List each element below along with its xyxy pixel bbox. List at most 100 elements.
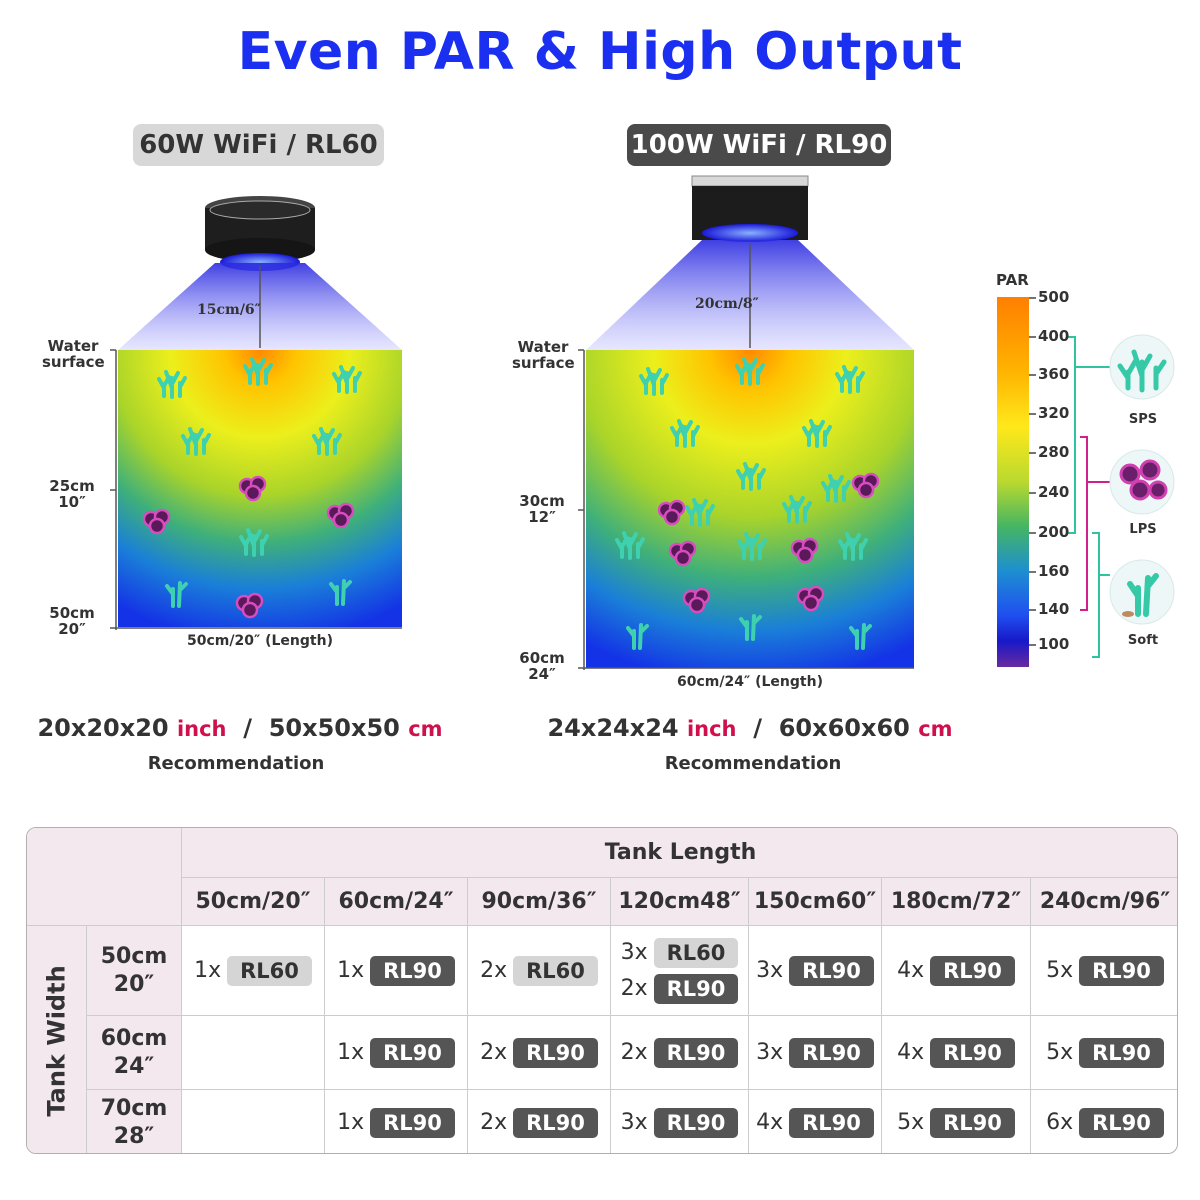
sps-coral-icon: [157, 370, 187, 399]
table-cell: 5x RL90: [1031, 1016, 1177, 1090]
diagram-layer: [110, 175, 1175, 670]
soft-coral-icon: [165, 581, 188, 608]
page-title: Even PAR & High Output: [237, 22, 963, 82]
par-tick-label: 400: [1038, 327, 1070, 345]
sps-coral-icon: [802, 419, 832, 448]
sps-coral-icon: [1109, 334, 1175, 400]
lps-coral-icon: [796, 585, 825, 612]
par-tick-label: 280: [1038, 443, 1070, 461]
light-quantity: 2x RL90: [621, 971, 739, 1007]
mount-distance-right: 20cm/8″: [695, 296, 759, 312]
model-tag: RL90: [1079, 1037, 1164, 1068]
table-cell: 2x RL90: [611, 1016, 749, 1090]
depth-mid-label-right: 30cm 12″: [519, 492, 565, 526]
length-column-header: 240cm/96″: [1031, 878, 1177, 926]
light-quantity: 1x RL60: [194, 953, 312, 989]
light-quantity: 2x RL90: [480, 1105, 598, 1141]
sps-coral-icon: [736, 462, 766, 491]
tank-size-left: 20x20x20 inch / 50x50x50 cm: [37, 714, 443, 742]
table-cell: [182, 1090, 325, 1153]
sps-coral-icon: [312, 427, 342, 456]
length-column-header: 150cm60″: [749, 878, 882, 926]
model-tag: RL90: [513, 1037, 598, 1068]
tank-length-right: 60cm/24″ (Length): [677, 674, 823, 690]
tank-size-right: 24x24x24 inch / 60x60x60 cm: [547, 714, 953, 742]
light-quantity: 3x RL90: [756, 1035, 874, 1071]
model-tag: RL90: [513, 1107, 598, 1138]
par-tick-label: 320: [1038, 404, 1070, 422]
table-cell: 2x RL60: [468, 926, 611, 1016]
length-column-header: 60cm/24″: [325, 878, 468, 926]
tank-length-header: Tank Length: [182, 828, 1177, 878]
rl60-light-icon: [205, 196, 315, 271]
light-quantity: 3x RL90: [756, 953, 874, 989]
par-tick-label: 200: [1038, 523, 1070, 541]
rl90-light-icon: [691, 175, 809, 242]
model-tag: RL90: [1079, 955, 1164, 986]
table-cell: 2x RL90: [468, 1016, 611, 1090]
recommendation-label-right: Recommendation: [664, 753, 842, 774]
lps-coral-icon: [1109, 449, 1175, 515]
lps-range-bracket: [1080, 436, 1088, 611]
soft-label: Soft: [1127, 633, 1159, 648]
model-tag: RL90: [789, 1107, 874, 1138]
sps-coral-icon: [670, 419, 700, 448]
sps-coral-icon: [735, 357, 765, 386]
sps-coral-icon: [685, 498, 715, 527]
soft-coral-icon: [626, 623, 649, 650]
tank-width-header: Tank Width: [27, 926, 87, 1153]
sps-coral-icon: [239, 528, 269, 557]
water-surface-label-left: Water surface: [42, 337, 105, 371]
sps-coral-icon: [615, 531, 645, 560]
sps-coral-icon: [737, 532, 767, 561]
par-tick-label: 360: [1038, 365, 1070, 383]
par-tick-label: 500: [1038, 288, 1070, 306]
lps-coral-icon: [682, 587, 711, 614]
soft-coral-icon: [1109, 559, 1175, 625]
model-tag: RL90: [370, 1107, 455, 1138]
soft-coral-icon: [329, 579, 352, 606]
soft-coral-icon: [849, 623, 872, 650]
table-cell: [182, 1016, 325, 1090]
par-tick-label: 160: [1038, 562, 1070, 580]
mount-distance-left: 15cm/6″: [197, 302, 261, 318]
model-tag: RL90: [1079, 1107, 1164, 1138]
table-cell: 6x RL90: [1031, 1090, 1177, 1153]
lps-coral-icon: [851, 472, 880, 499]
length-column-header: 180cm/72″: [882, 878, 1031, 926]
table-cell: 2x RL90: [468, 1090, 611, 1153]
lps-coral-icon: [668, 540, 697, 567]
light-quantity: 5x RL90: [1046, 953, 1164, 989]
width-row-header: 60cm 24″: [87, 1016, 182, 1090]
sps-coral-icon: [181, 427, 211, 456]
table-cell: 5x RL90: [1031, 926, 1177, 1016]
length-column-header: 120cm48″: [611, 878, 749, 926]
length-column-header: 90cm/36″: [468, 878, 611, 926]
table-cell: 3x RL90: [749, 1016, 882, 1090]
sps-coral-icon: [639, 367, 669, 396]
tank-length-left: 50cm/20″ (Length): [187, 633, 333, 649]
sps-coral-icon: [838, 532, 868, 561]
model-tag: RL60: [653, 937, 739, 968]
light-quantity: 2x RL90: [480, 1035, 598, 1071]
sps-range-bracket: [1068, 336, 1076, 534]
light-quantity: 4x RL90: [756, 1105, 874, 1141]
soft-coral-icon: [739, 614, 762, 641]
model-tag: RL60: [227, 955, 312, 986]
table-cell: 4x RL90: [882, 1016, 1031, 1090]
table-cell: 3x RL90: [749, 926, 882, 1016]
lps-coral-icon: [657, 499, 686, 526]
table-cell: 1x RL60: [182, 926, 325, 1016]
light-quantity: 5x RL90: [1046, 1035, 1164, 1071]
table-corner: [27, 828, 182, 926]
tank-width-label: Tank Width: [42, 964, 71, 1117]
model-tag: RL90: [930, 1037, 1015, 1068]
lps-coral-icon: [790, 537, 819, 564]
sps-coral-icon: [243, 357, 273, 386]
table-cell: 3x RL90: [611, 1090, 749, 1153]
model-tag: RL90: [370, 1037, 455, 1068]
model-tag: RL90: [930, 1107, 1015, 1138]
sps-coral-icon: [332, 365, 362, 394]
model-tag: RL90: [653, 973, 739, 1004]
table-cell: 1x RL90: [325, 926, 468, 1016]
